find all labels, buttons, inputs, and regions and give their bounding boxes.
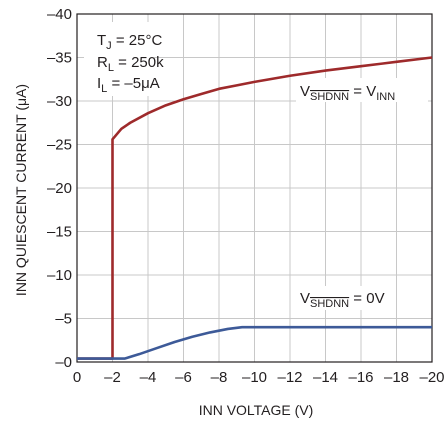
y-tick-label: –5 <box>55 311 72 328</box>
x-tick-label: 0 <box>73 369 81 386</box>
series-label-red-bg <box>296 78 428 102</box>
x-axis-label: INN VOLTAGE (V) <box>199 402 314 418</box>
y-tick-label: –30 <box>47 93 72 110</box>
plot-frame <box>76 13 433 363</box>
series-label-blue-text: VSHDNN = 0V <box>300 290 385 310</box>
series-label-blue-bg <box>296 286 380 310</box>
x-tick-label: –14 <box>313 369 338 386</box>
x-tick-label: –4 <box>140 369 157 386</box>
y-tick-label: –15 <box>47 224 72 241</box>
x-tick-label: –6 <box>175 369 192 386</box>
series-layer <box>77 56 433 360</box>
plot-border <box>76 13 433 363</box>
x-tick-label: –8 <box>211 369 228 386</box>
condition-il: IL = –5μA <box>97 75 160 95</box>
series-label-blue: VSHDNN = 0V <box>296 286 385 310</box>
x-ticks: 0 –2 –4 –6 –8 –10 –12 –14 –16 –18 –20 <box>73 369 444 386</box>
y-tick-label: –10 <box>47 267 72 284</box>
series-label-red-text: VSHDNN = VINN <box>300 83 395 103</box>
y-axis-label: INN QUIESCENT CURRENT (μA) <box>13 84 29 296</box>
conditions-box <box>84 22 154 96</box>
x-tick-label: –18 <box>384 369 409 386</box>
y-tick-label: –20 <box>47 180 72 197</box>
series-line-1 <box>77 325 432 360</box>
x-tick-label: –20 <box>419 369 444 386</box>
y-tick-label: –35 <box>47 50 72 67</box>
y-tick-label: –25 <box>47 137 72 154</box>
x-tick-label: –16 <box>348 369 373 386</box>
y-ticks: –0 –5 –10 –15 –20 –25 –30 –35 –40 <box>47 6 72 371</box>
condition-tj: TJ = 25°C <box>97 32 162 52</box>
condition-rl: RL = 250k <box>97 54 164 74</box>
y-tick-label: –40 <box>47 6 72 23</box>
conditions-legend: TJ = 25°C RL = 250k IL = –5μA <box>84 22 164 96</box>
x-tick-label: –12 <box>277 369 302 386</box>
y-tick-label: –0 <box>55 354 72 371</box>
series-label-red: VSHDNN = VINN <box>296 78 428 103</box>
x-tick-label: –2 <box>104 369 121 386</box>
x-tick-label: –10 <box>242 369 267 386</box>
